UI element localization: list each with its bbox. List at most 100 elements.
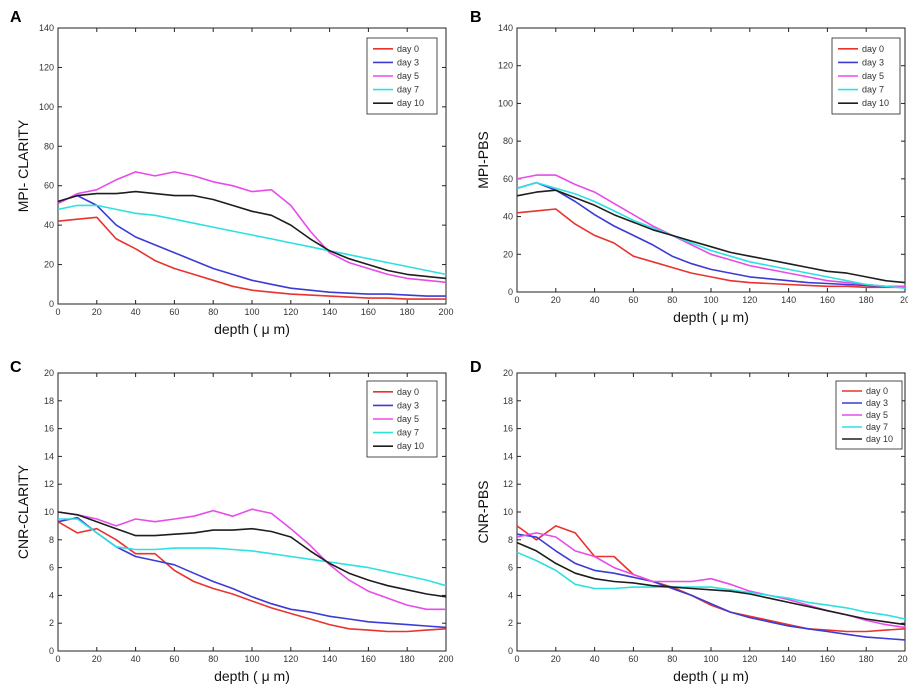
x-tick-label: 0 — [514, 654, 519, 664]
y-tick-label: 120 — [498, 61, 513, 71]
x-tick-label: 60 — [169, 307, 179, 317]
x-tick-label: 0 — [514, 295, 519, 305]
x-tick-label: 200 — [897, 654, 908, 664]
series-line-day-7 — [57, 204, 447, 276]
x-tick-label: 160 — [820, 295, 835, 305]
series-line-day-3 — [57, 516, 447, 629]
x-tick-label: 80 — [667, 295, 677, 305]
x-tick-label: 180 — [859, 295, 874, 305]
y-tick-label: 4 — [49, 590, 54, 600]
panel-b: B0 20 40 60 80 100 120 140 160 180 200204060801001… — [470, 9, 908, 325]
y-tick-label: 2 — [508, 618, 513, 628]
x-tick-label: 180 — [400, 654, 415, 664]
x-tick-label: 40 — [590, 295, 600, 305]
legend-label: day 7 — [397, 428, 419, 438]
x-axis-label: depth ( μ m) — [214, 321, 290, 337]
x-tick-label: 60 — [169, 654, 179, 664]
y-tick-label: 100 — [39, 102, 54, 112]
legend: day 0 day 3 day 5 day 7 day 10 — [835, 380, 903, 450]
y-tick-label: 10 — [44, 507, 54, 517]
legend: day 0 day 3 day 5 day 7 day 10 — [366, 380, 438, 458]
series-line-day-7 — [516, 181, 906, 289]
y-tick-label: 20 — [44, 260, 54, 270]
x-tick-label: 20 — [551, 654, 561, 664]
series-line-day-10 — [57, 190, 447, 280]
x-tick-label: 100 — [244, 307, 259, 317]
x-tick-label: 120 — [742, 295, 757, 305]
y-tick-label: 16 — [44, 424, 54, 434]
panel-a: A 0 20 40 60 80 100 120 140 160 180 200 0 20 40 60 80 100… — [10, 9, 454, 337]
series-line-day-10 — [57, 511, 447, 598]
y-tick-label: 0 — [508, 287, 513, 297]
legend-label: day 0 — [866, 386, 888, 396]
x-tick-label: 40 — [131, 307, 141, 317]
x-tick-label: 180 — [400, 307, 415, 317]
legend-label: day 3 — [862, 57, 884, 67]
y-tick-label: 16 — [503, 424, 513, 434]
y-tick-label: 18 — [44, 396, 54, 406]
legend-label: day 3 — [397, 57, 419, 67]
y-tick-label: 4 — [508, 590, 513, 600]
legend: day 0 day 3 day 5 day 7 day 10 — [831, 37, 901, 115]
panel-letter: A — [10, 9, 22, 26]
x-tick-label: 20 — [551, 295, 561, 305]
panel-letter: C — [10, 359, 22, 376]
legend-label: day 5 — [866, 410, 888, 420]
legend-label: day 0 — [397, 44, 419, 54]
y-tick-label: 40 — [44, 220, 54, 230]
legend-label: day 3 — [866, 398, 888, 408]
legend-label: day 10 — [862, 98, 889, 108]
y-axis-label: MPI- CLARITY — [15, 119, 31, 212]
series-line-day-3 — [516, 181, 905, 288]
series-line-day-0 — [57, 216, 446, 300]
series-line-day-10 — [516, 189, 906, 284]
x-tick-label: 140 — [781, 654, 796, 664]
x-tick-label: 60 — [628, 295, 638, 305]
x-tick-label: 40 — [590, 654, 600, 664]
y-tick-label: 40 — [503, 212, 513, 222]
panel-c: C 0 20 40 60 80 100 120 140 160 180 200 0 2 4 6 8 10 12 14 1… — [10, 359, 454, 684]
y-axis-label: CNR-PBS — [475, 480, 491, 543]
x-axis-label: depth ( μ m) — [673, 309, 749, 325]
panel-letter: D — [470, 359, 482, 376]
x-tick-label: 20 — [92, 307, 102, 317]
series-line-day-5 — [57, 508, 446, 611]
x-tick-label: 120 — [283, 307, 298, 317]
panel-letter: B — [470, 9, 482, 26]
x-tick-label: 20 — [900, 295, 908, 305]
x-tick-label: 0 — [55, 307, 60, 317]
y-tick-label: 140 — [498, 23, 513, 33]
y-tick-label: 80 — [503, 136, 513, 146]
y-tick-label: 140 — [39, 23, 54, 33]
legend-label: day 7 — [397, 85, 419, 95]
x-tick-label: 140 — [322, 307, 337, 317]
legend-label: day 5 — [397, 414, 419, 424]
y-tick-label: 10 — [503, 507, 513, 517]
y-tick-label: 14 — [503, 451, 513, 461]
x-tick-label: 80 — [667, 654, 677, 664]
legend: day 0 day 3 day 5 day 7 day 10 — [366, 37, 438, 115]
y-tick-label: 14 — [44, 451, 54, 461]
legend-label: day 0 — [862, 44, 884, 54]
y-tick-label: 120 — [39, 62, 54, 72]
x-tick-label: 80 — [208, 307, 218, 317]
y-axis-label: CNR-CLARITY — [15, 464, 31, 559]
legend-label: day 10 — [866, 434, 893, 444]
x-tick-label: 80 — [208, 654, 218, 664]
x-tick-label: 140 — [781, 295, 796, 305]
y-tick-label: 6 — [508, 563, 513, 573]
legend-label: day 0 — [397, 387, 419, 397]
legend-label: day 7 — [862, 85, 884, 95]
x-tick-label: 160 — [361, 307, 376, 317]
y-tick-label: 12 — [503, 479, 513, 489]
panel-d: D 0 20 40 60 80 100 120 140 160 180 200 0 2 4 6 8 10 12 14 1… — [470, 359, 908, 684]
x-tick-label: 100 — [703, 295, 718, 305]
series-line-day-3 — [516, 533, 906, 641]
y-tick-label: 20 — [503, 368, 513, 378]
series-line-day-10 — [516, 541, 906, 626]
x-tick-label: 100 — [244, 654, 259, 664]
series-line-day-0 — [57, 521, 447, 633]
series-line-day-7 — [58, 518, 447, 587]
x-tick-label: 100 — [703, 654, 718, 664]
